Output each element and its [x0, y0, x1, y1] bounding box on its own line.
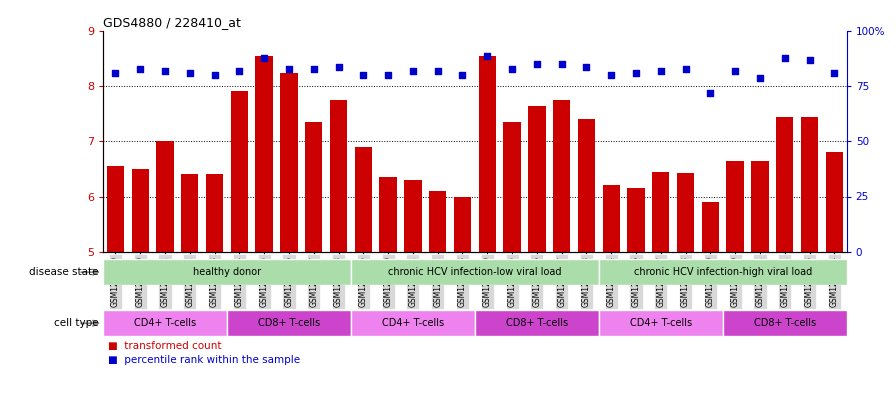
Bar [429, 191, 446, 252]
Text: CD4+ T-cells: CD4+ T-cells [630, 318, 692, 328]
Point [108, 70, 123, 76]
Bar [227, 310, 351, 336]
Point [579, 64, 593, 70]
Bar [504, 122, 521, 252]
Point [455, 72, 470, 79]
Bar [602, 185, 620, 252]
Point [604, 72, 618, 79]
Point [778, 55, 792, 61]
Text: cell type: cell type [54, 318, 99, 328]
Bar [599, 259, 847, 285]
Point [406, 68, 420, 74]
Bar [723, 310, 847, 336]
Point [208, 72, 222, 79]
Bar [475, 310, 599, 336]
Bar [825, 152, 843, 252]
Text: healthy donor: healthy donor [193, 267, 261, 277]
Point [555, 61, 569, 68]
Point [257, 55, 271, 61]
Bar [255, 56, 273, 252]
Text: CD8+ T-cells: CD8+ T-cells [505, 318, 568, 328]
Bar [751, 161, 769, 252]
Point [530, 61, 544, 68]
Text: CD8+ T-cells: CD8+ T-cells [754, 318, 816, 328]
Point [431, 68, 445, 74]
Bar [801, 117, 818, 252]
Point [803, 57, 817, 63]
Text: CD4+ T-cells: CD4+ T-cells [382, 318, 444, 328]
Bar [528, 106, 546, 252]
Point [281, 66, 296, 72]
Text: chronic HCV infection-high viral load: chronic HCV infection-high viral load [633, 267, 812, 277]
Point [629, 70, 643, 76]
Point [505, 66, 520, 72]
Bar [776, 117, 794, 252]
Text: chronic HCV infection-low viral load: chronic HCV infection-low viral load [388, 267, 562, 277]
Point [232, 68, 246, 74]
Text: ■  transformed count: ■ transformed count [108, 341, 221, 351]
Point [306, 66, 321, 72]
Point [332, 64, 346, 70]
Bar [676, 173, 694, 252]
Point [357, 72, 371, 79]
Text: ■  percentile rank within the sample: ■ percentile rank within the sample [108, 354, 299, 365]
Bar [478, 56, 496, 252]
Text: CD8+ T-cells: CD8+ T-cells [258, 318, 320, 328]
Bar [351, 310, 475, 336]
Point [703, 90, 718, 96]
Text: disease state: disease state [29, 267, 99, 277]
Point [480, 53, 495, 59]
Point [158, 68, 172, 74]
Text: CD4+ T-cells: CD4+ T-cells [134, 318, 196, 328]
Bar [379, 177, 397, 252]
Bar [702, 202, 719, 252]
Bar [453, 196, 471, 252]
Point [654, 68, 668, 74]
Bar [330, 100, 348, 252]
Bar [351, 259, 599, 285]
Bar [652, 172, 669, 252]
Bar [230, 91, 248, 252]
Point [728, 68, 743, 74]
Point [678, 66, 693, 72]
Bar [355, 147, 372, 252]
Point [183, 70, 197, 76]
Bar [280, 73, 297, 252]
Bar [305, 122, 323, 252]
Bar [404, 180, 422, 252]
Bar [103, 310, 227, 336]
Bar [132, 169, 149, 252]
Bar [156, 141, 174, 252]
Bar [578, 119, 595, 252]
Bar [206, 174, 223, 252]
Bar [103, 259, 351, 285]
Bar [627, 188, 645, 252]
Bar [181, 174, 199, 252]
Point [827, 70, 841, 76]
Point [381, 72, 395, 79]
Point [753, 75, 767, 81]
Point [134, 66, 148, 72]
Text: GDS4880 / 228410_at: GDS4880 / 228410_at [103, 16, 241, 29]
Bar [553, 100, 571, 252]
Bar [107, 166, 125, 252]
Bar [599, 310, 723, 336]
Bar [727, 161, 744, 252]
